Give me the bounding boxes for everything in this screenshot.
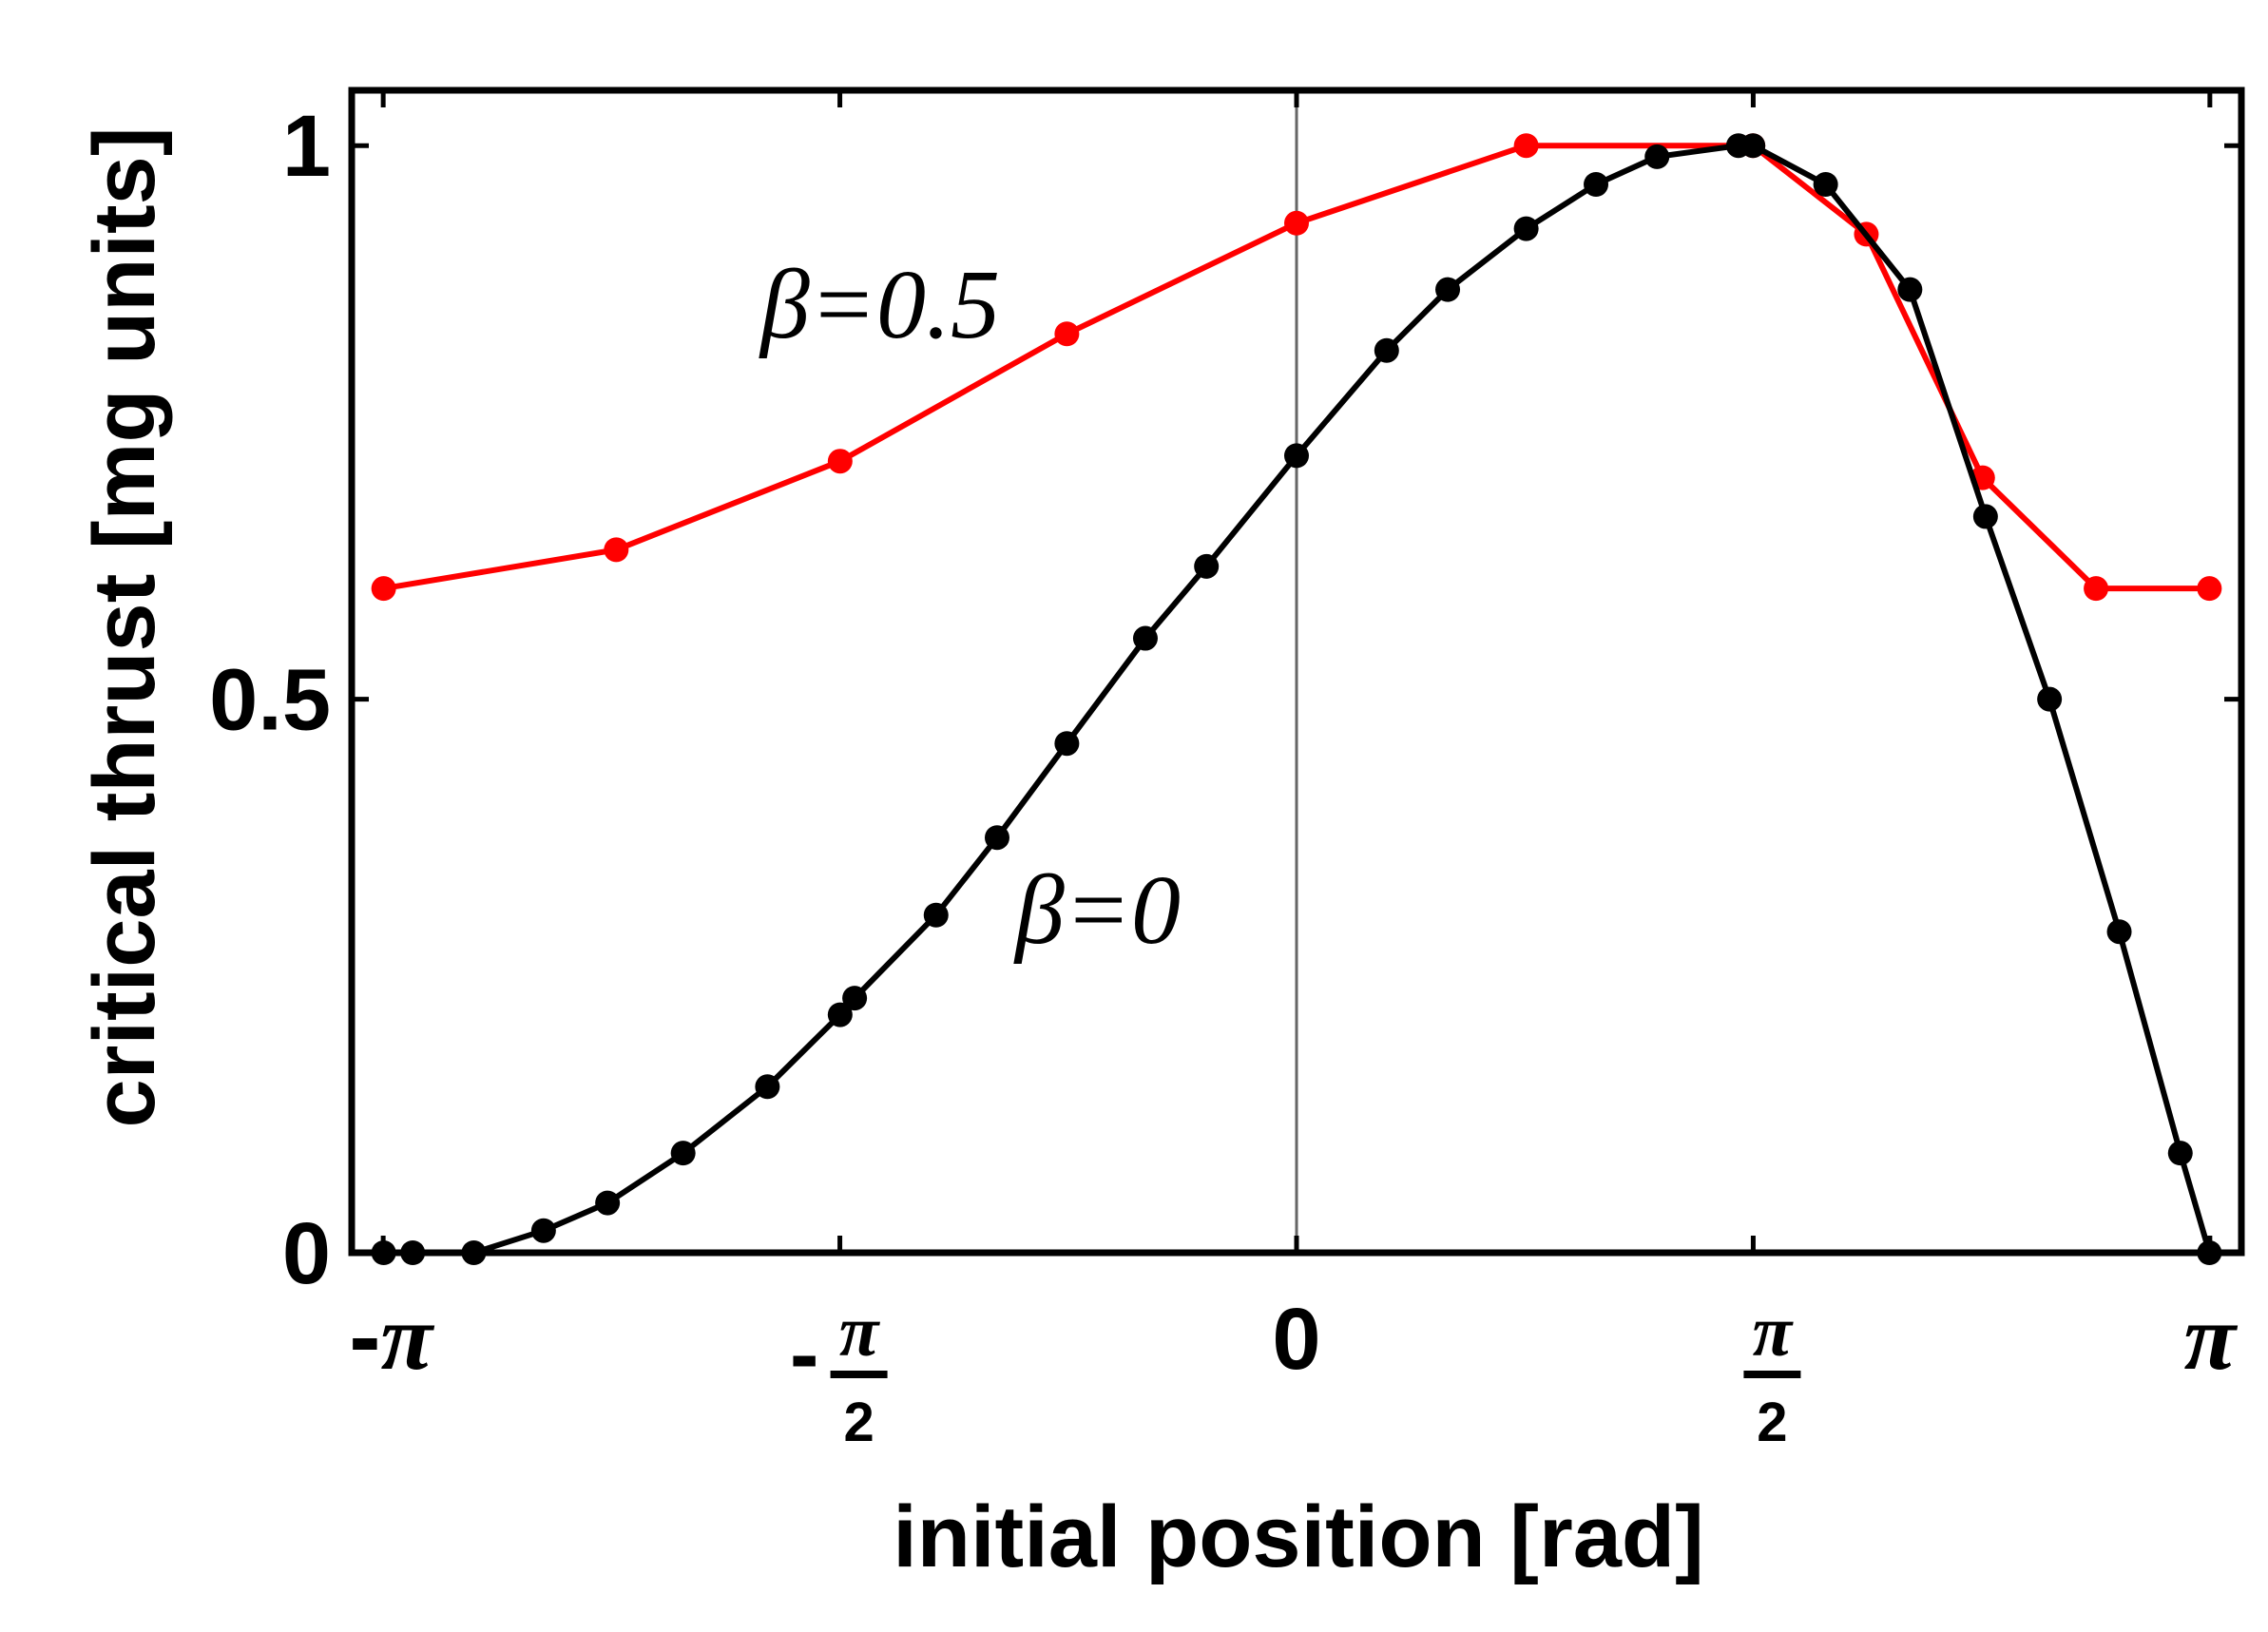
series-annotation-beta-0-5: β=0.5	[759, 250, 1000, 359]
series-1-point	[2037, 686, 2063, 712]
series-1-point	[1194, 553, 1220, 579]
x-tick-sign: -	[349, 1283, 380, 1390]
series-0-point	[1284, 210, 1309, 236]
series-1-point	[530, 1218, 556, 1243]
series-0-point	[827, 449, 853, 474]
series-layer	[371, 133, 2222, 1265]
x-tick-numerator: π	[1753, 1292, 1795, 1372]
series-0-point	[1513, 133, 1539, 159]
series-0-point	[371, 576, 396, 602]
y-tick-label: 1	[282, 98, 331, 195]
series-1-point	[1740, 133, 1766, 159]
series-1-point	[670, 1141, 696, 1166]
x-tick-numerator: π	[839, 1292, 881, 1372]
x-tick-sign: -	[790, 1306, 819, 1403]
series-1-point	[1284, 443, 1309, 469]
series-1-point	[2167, 1141, 2193, 1166]
series-1-point	[842, 986, 868, 1011]
x-tick-denominator: 2	[1757, 1392, 1787, 1453]
y-axis-label: critical thrust [mg units]	[76, 127, 173, 1128]
series-1-point	[1584, 172, 1609, 198]
x-tick-label: -π	[349, 1283, 434, 1390]
series-1-point	[1132, 625, 1158, 651]
series-1-point	[2106, 919, 2132, 945]
series-0-point	[1054, 321, 1080, 347]
series-1-point	[1897, 277, 1923, 302]
series-0-point	[2084, 576, 2109, 602]
series-1-point	[1435, 277, 1461, 302]
series-1-point	[1054, 731, 1080, 757]
tick-layer	[352, 90, 2241, 1256]
x-tick-label: 0	[1272, 1291, 1320, 1388]
series-1-point	[1813, 172, 1838, 198]
series-1-point	[984, 825, 1009, 851]
series-0-point	[604, 537, 629, 563]
y-tick-label: 0	[282, 1205, 331, 1302]
series-1-point	[827, 1002, 853, 1027]
series-1-point	[1374, 337, 1399, 363]
x-axis-label: initial position [rad]	[893, 1488, 1704, 1585]
series-1-point	[1972, 504, 1998, 529]
series-annotation-beta-0: β=0	[1013, 855, 1181, 965]
series-1-point	[1644, 144, 1670, 169]
series-1-point	[1513, 216, 1539, 241]
x-tick-label: π	[2184, 1284, 2239, 1390]
x-tick-denominator: 2	[843, 1392, 874, 1453]
series-1-point	[595, 1190, 621, 1216]
series-1-point	[755, 1074, 780, 1100]
y-tick-label: 0.5	[209, 652, 331, 749]
series-0-point	[2197, 576, 2222, 602]
label-layer: 00.51-π π2- 0 π2π	[209, 98, 2238, 1453]
series-1-point	[923, 902, 949, 928]
